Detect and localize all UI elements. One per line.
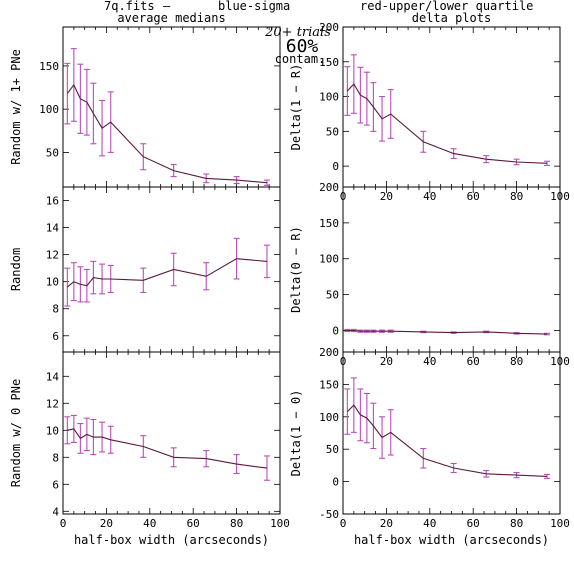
x-tick-label: 40 [423,517,436,530]
y-axis-label: Delta(1 − 0) [289,390,303,477]
y-axis-label: Random w/ 1+ PNe [9,49,23,165]
plot-frame [62,351,281,515]
plot-frame [62,186,281,353]
y-axis-label: Random [9,248,23,291]
y-tick-label: 10 [46,424,59,437]
y-tick-label: 200 [319,181,339,194]
series-line [346,404,548,477]
y-tick-label: 8 [52,303,59,316]
y-tick-label: 10 [46,276,59,289]
y-tick-label: 12 [46,397,59,410]
plot-area [344,328,550,336]
x-tick-label: 60 [187,517,200,530]
y-tick-label: 100 [319,253,339,266]
y-tick-label: 100 [319,411,339,424]
plot-frame [342,186,561,353]
x-axis-label: half-box width (arcseconds) [74,533,269,547]
x-axis-label: half-box width (arcseconds) [354,533,549,547]
series-line [66,258,268,288]
y-tick-label: 50 [326,443,339,456]
trials-label: 20+ trials [264,25,331,40]
y-tick-label: 50 [326,289,339,302]
y-tick-label: 16 [46,195,59,208]
y-tick-label: 12 [46,249,59,262]
chart-panel-p4: 0 20 40 60 80 100 4 6 8 10 12 14 Random w/ 0 PNe half… [9,351,290,547]
y-tick-label: 150 [39,60,59,73]
x-tick-label: 60 [467,190,480,203]
contam-value: 60% [286,36,319,57]
x-tick-label: 0 [340,517,347,530]
chart-panel-p0: 50 100 150 average medians Random w/ 1+ PNe [9,11,281,188]
plot-area [64,414,270,481]
y-tick-label: 0 [332,324,339,337]
series-line [67,428,268,469]
x-tick-label: 20 [380,517,393,530]
series-line [347,329,548,335]
x-tick-label: 80 [510,517,523,530]
x-tick-label: 20 [380,355,393,368]
y-tick-label: 50 [326,125,339,138]
plot-area [64,237,270,307]
series-line [66,83,268,184]
y-tick-label: 200 [319,21,339,34]
y-tick-label: 0 [332,160,339,173]
figure-header: 7q.fits — blue-sigma red-upper/lower qua… [104,0,533,66]
y-tick-label: 14 [46,222,60,235]
y-tick-label: 4 [52,505,59,518]
x-tick-label: 80 [230,517,243,530]
x-tick-label: 20 [100,517,113,530]
x-tick-label: 100 [270,517,290,530]
y-tick-label: 150 [319,56,339,69]
y-tick-label: 100 [39,103,59,116]
y-tick-label: 50 [46,146,59,159]
x-tick-label: 100 [550,517,570,530]
x-tick-label: 40 [423,355,436,368]
panel-title: delta plots [412,11,491,25]
plot-area [64,48,270,186]
y-tick-label: 150 [319,378,339,391]
y-tick-label: 150 [319,217,339,230]
y-tick-label: 6 [52,330,59,343]
y-tick-label: 100 [319,91,339,104]
series-line [346,83,548,164]
x-tick-label: 60 [467,355,480,368]
red-quartile-label: red-upper/lower quartile [360,0,533,13]
y-tick-label: 6 [52,478,59,491]
y-axis-label: Delta(1 − R) [289,64,303,151]
y-tick-label: -50 [319,508,339,521]
file-label: 7q.fits [104,0,155,13]
blue-sigma-label: blue-sigma [218,0,290,13]
y-tick-label: 8 [52,451,59,464]
x-tick-label: 0 [60,517,67,530]
plot-area [344,54,550,166]
x-tick-label: 60 [467,517,480,530]
plot-frame [342,351,561,515]
x-tick-label: 40 [143,517,156,530]
x-tick-label: 40 [423,190,436,203]
header-dash: — [163,0,171,13]
x-tick-label: 80 [510,190,523,203]
x-tick-label: 80 [510,355,523,368]
contam-label: contam. [275,52,326,66]
plot-area [344,377,550,479]
panel-title: average medians [117,11,225,25]
y-tick-label: 14 [46,370,60,383]
chart-panel-p2: 6 8 10 12 14 16 Random [9,186,281,353]
y-axis-label: Delta(0 − R) [289,226,303,313]
y-tick-label: 200 [319,346,339,359]
y-tick-label: 0 [332,476,339,489]
plot-frame [62,26,281,188]
y-axis-label: Random w/ 0 PNe [9,379,23,487]
x-tick-label: 20 [380,190,393,203]
